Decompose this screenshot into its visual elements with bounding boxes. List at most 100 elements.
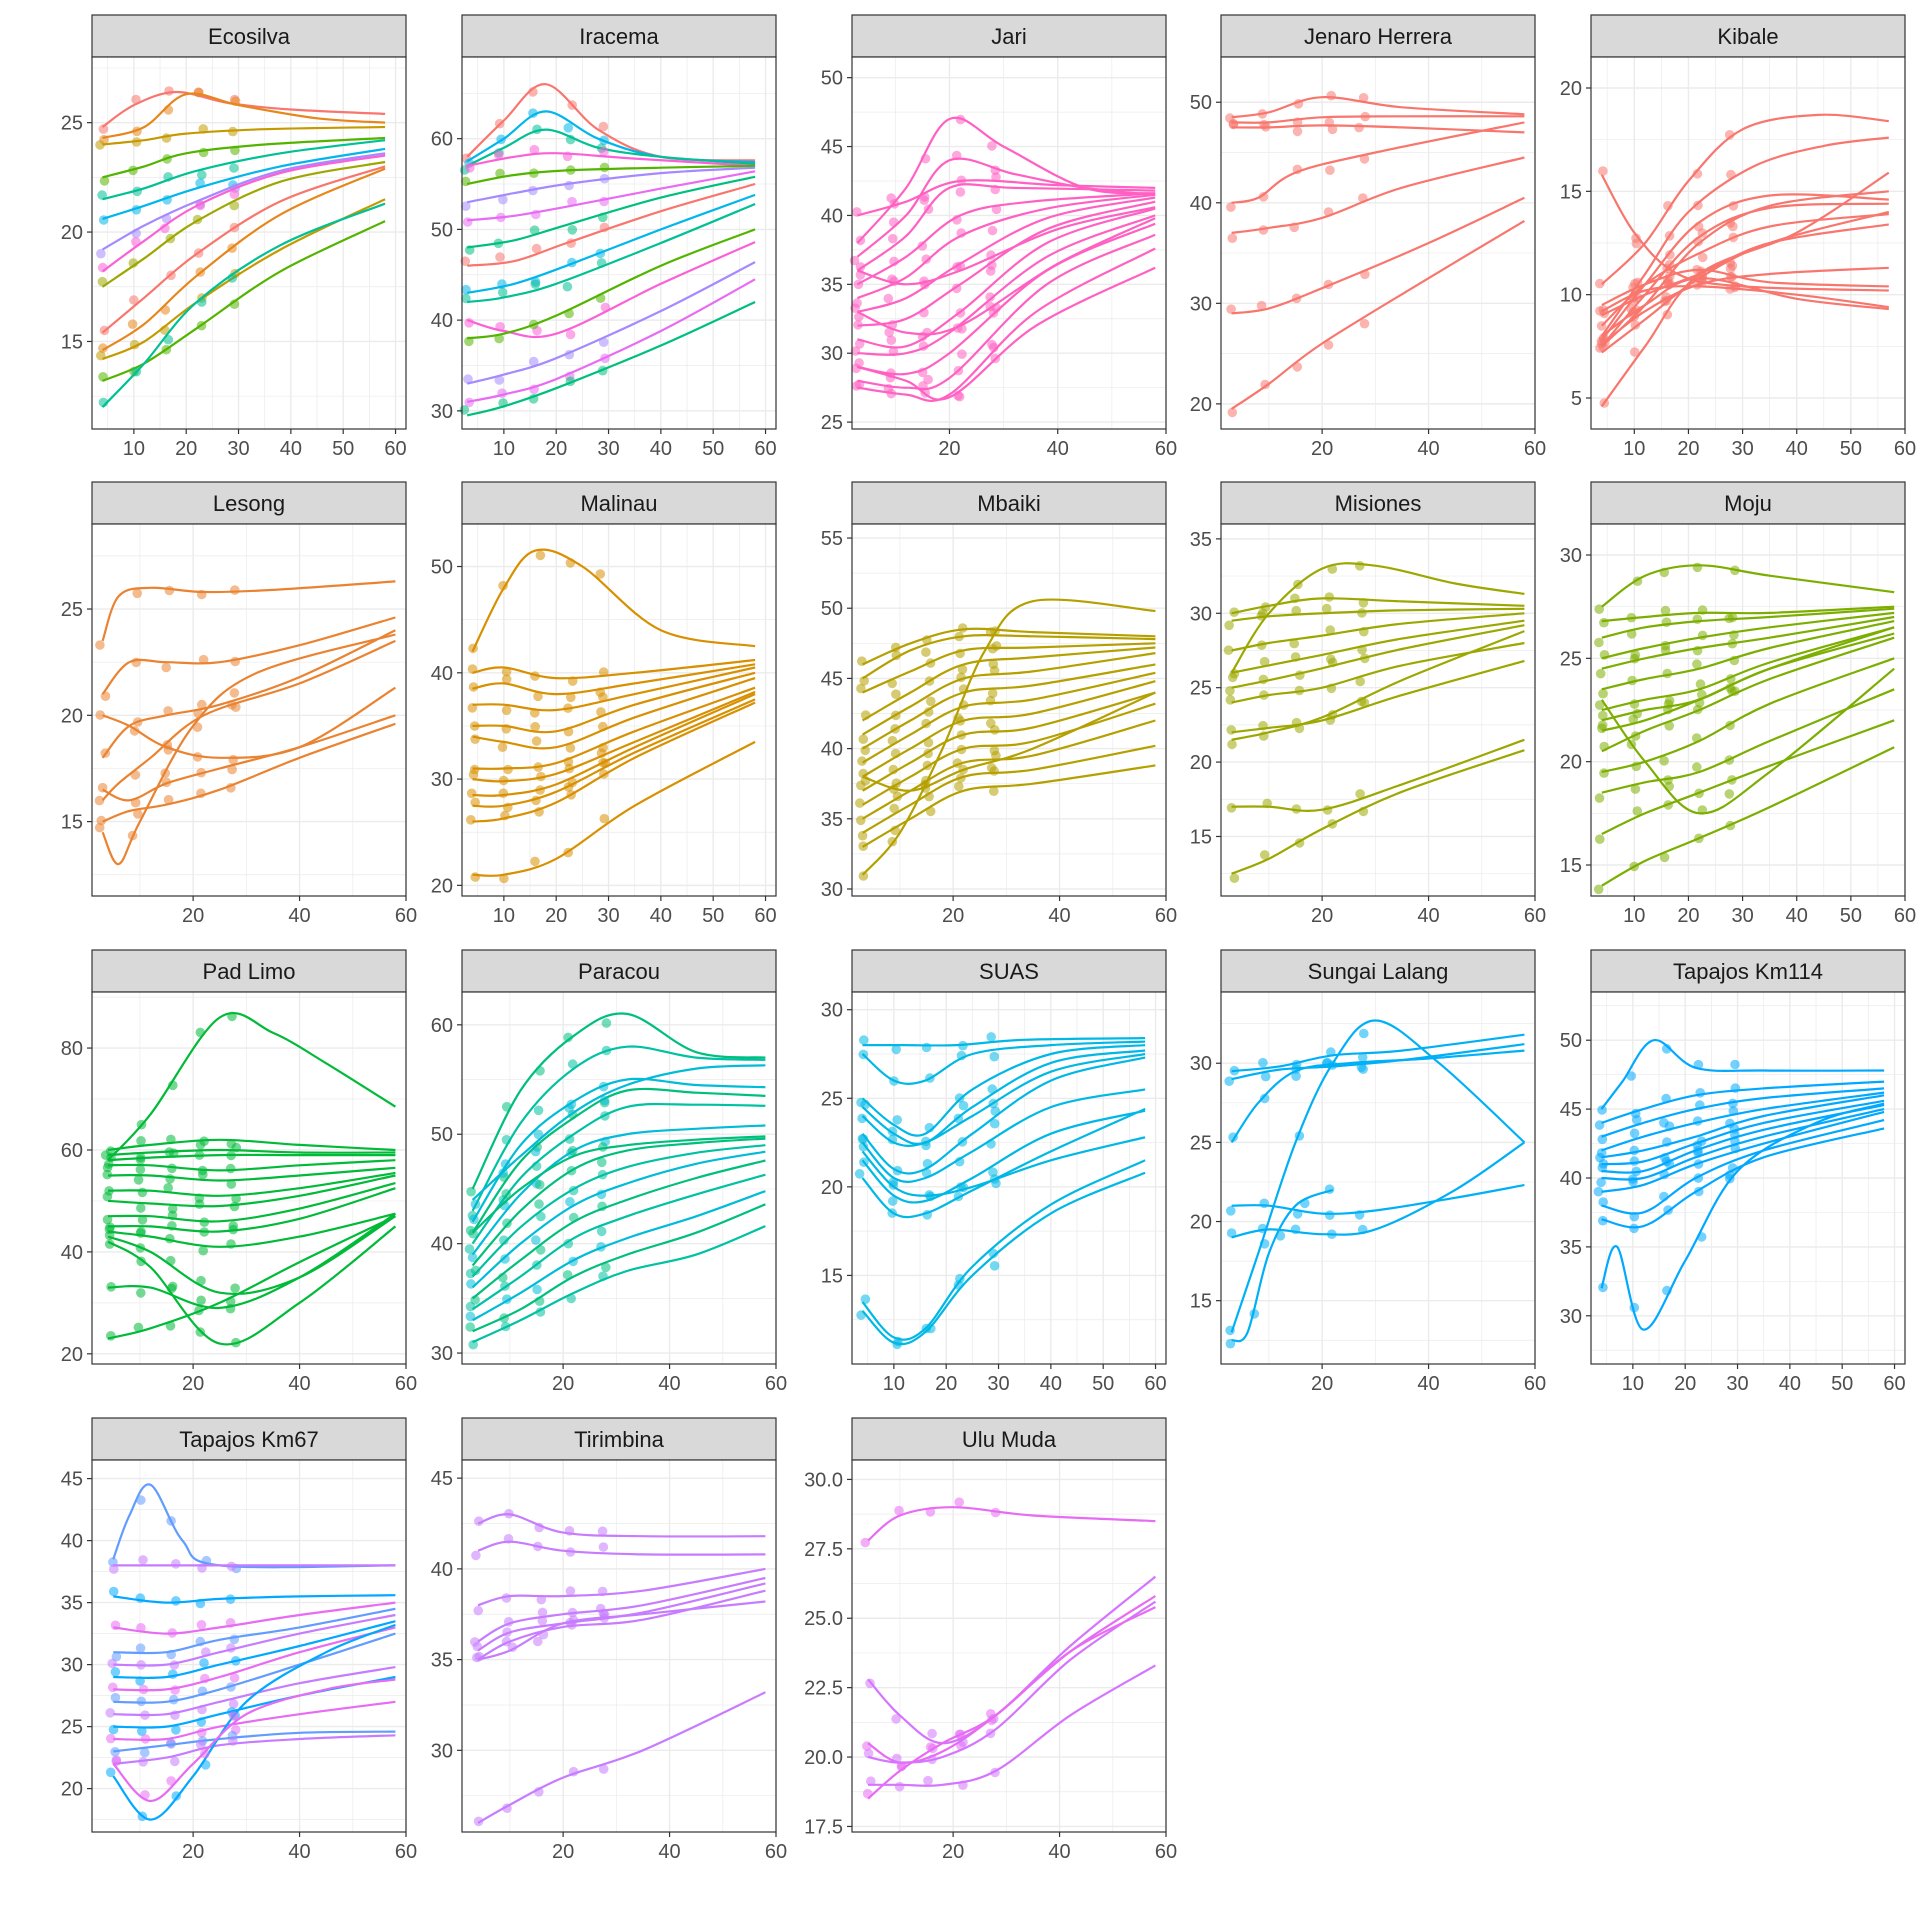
- y-tick-label: 40: [431, 663, 453, 685]
- y-tick-label: 45: [61, 1469, 83, 1491]
- data-point: [598, 1542, 609, 1552]
- facet-title: Mbaiki: [977, 491, 1041, 516]
- data-point: [528, 356, 539, 367]
- x-tick-label: 60: [395, 905, 417, 927]
- data-point: [105, 1767, 116, 1778]
- y-tick-label: 40: [821, 205, 843, 227]
- y-axis: 30 40 50 60: [431, 1015, 462, 1365]
- data-point: [1697, 252, 1708, 263]
- data-point: [493, 150, 504, 160]
- y-tick-label: 35: [1190, 529, 1212, 551]
- fitted-curve: [857, 206, 1156, 286]
- fitted-curve: [861, 1136, 1146, 1197]
- series-marks: [95, 86, 386, 408]
- facet-title: Paracou: [578, 959, 660, 984]
- fitted-curve: [1601, 636, 1895, 753]
- series-marks: [105, 1483, 396, 1822]
- x-tick-label: 20: [545, 438, 567, 460]
- data-point: [990, 626, 1000, 636]
- series-marks: [466, 548, 756, 884]
- data-point: [1594, 793, 1605, 803]
- x-tick-label: 40: [1048, 905, 1070, 927]
- y-tick-label: 30: [431, 1343, 453, 1365]
- x-tick-label: 50: [1840, 905, 1862, 927]
- fitted-curve: [471, 1159, 766, 1300]
- fitted-curve: [1601, 746, 1895, 887]
- data-point: [957, 664, 968, 675]
- data-point: [102, 1169, 113, 1180]
- fitted-curve: [466, 261, 756, 385]
- fitted-curve: [113, 1613, 396, 1667]
- fitted-curve: [1601, 564, 1895, 608]
- panel-jari: Jari 20 40 60 25 30 35 40 45 50: [821, 14, 1177, 460]
- data-point: [918, 381, 928, 391]
- data-point: [459, 405, 470, 415]
- fitted-curve: [1601, 607, 1895, 639]
- data-point: [136, 1696, 147, 1707]
- fitted-curve: [857, 179, 1156, 217]
- data-point: [100, 691, 111, 701]
- fitted-curve: [1231, 1043, 1525, 1081]
- facet-strip: [1220, 14, 1536, 58]
- data-point: [529, 144, 540, 155]
- data-point: [200, 1748, 210, 1759]
- panel-mbaiki: Mbaiki 20 40 60 30 35 40 45 50 55: [821, 481, 1177, 927]
- data-point: [599, 146, 609, 157]
- x-tick-label: 30: [1726, 1373, 1748, 1395]
- data-point: [927, 1728, 937, 1739]
- fitted-curve: [861, 1159, 1146, 1341]
- data-point: [1631, 233, 1641, 243]
- data-point: [99, 176, 110, 186]
- y-tick-label: 20: [61, 705, 83, 727]
- fitted-curve: [862, 627, 1156, 666]
- panel-border: [461, 991, 777, 1365]
- x-axis: 20 40 60: [552, 1364, 787, 1395]
- data-point: [137, 1726, 147, 1736]
- fitted-curve: [101, 639, 396, 802]
- data-point: [856, 683, 866, 694]
- x-tick-label: 20: [175, 438, 197, 460]
- data-point: [1626, 1071, 1636, 1081]
- data-point: [858, 1141, 869, 1152]
- data-point: [954, 1093, 965, 1103]
- data-point: [987, 260, 997, 271]
- panel-lesong: Lesong 20 40 60 15 20 25: [61, 481, 417, 927]
- panel-border: [1590, 523, 1906, 897]
- data-point: [1225, 1338, 1236, 1349]
- facet-strip: [461, 1417, 777, 1461]
- facet-title: Tapajos Km67: [179, 1427, 318, 1452]
- panel-ulu-muda: Ulu Muda 20 40 60 17.5 20.0 22.5 25.0 27.5 30.0: [804, 1417, 1177, 1863]
- data-point: [230, 1283, 240, 1293]
- y-tick-label: 30: [821, 1000, 843, 1022]
- data-point: [95, 140, 105, 150]
- data-point: [530, 721, 540, 732]
- fitted-curve: [861, 598, 1156, 876]
- fitted-curve: [477, 1589, 766, 1661]
- data-point: [858, 768, 868, 779]
- fitted-curve: [1231, 1033, 1525, 1073]
- data-point: [465, 1322, 476, 1332]
- data-point: [1325, 165, 1335, 175]
- y-tick-label: 30: [431, 1740, 453, 1762]
- data-point: [891, 1044, 901, 1055]
- fitted-curve: [467, 175, 756, 249]
- y-tick-label: 30: [431, 401, 453, 423]
- fitted-curve: [112, 1483, 396, 1569]
- data-point: [565, 1197, 575, 1207]
- data-point: [1724, 130, 1735, 140]
- y-tick-label: 20: [1190, 394, 1212, 416]
- fitted-curve: [107, 1171, 396, 1197]
- data-point: [1325, 625, 1335, 635]
- fitted-curve: [1231, 597, 1525, 615]
- fitted-curve: [857, 196, 1156, 313]
- data-point: [109, 1564, 119, 1574]
- y-axis: 20 30 40 50: [1190, 92, 1221, 416]
- data-point: [891, 1714, 901, 1724]
- series-marks: [464, 1012, 766, 1350]
- y-tick-label: 40: [431, 1559, 453, 1581]
- panel-border: [461, 523, 777, 897]
- y-tick-label: 35: [821, 274, 843, 296]
- fitted-curve: [862, 634, 1156, 680]
- data-point: [463, 374, 473, 384]
- data-point: [562, 281, 573, 292]
